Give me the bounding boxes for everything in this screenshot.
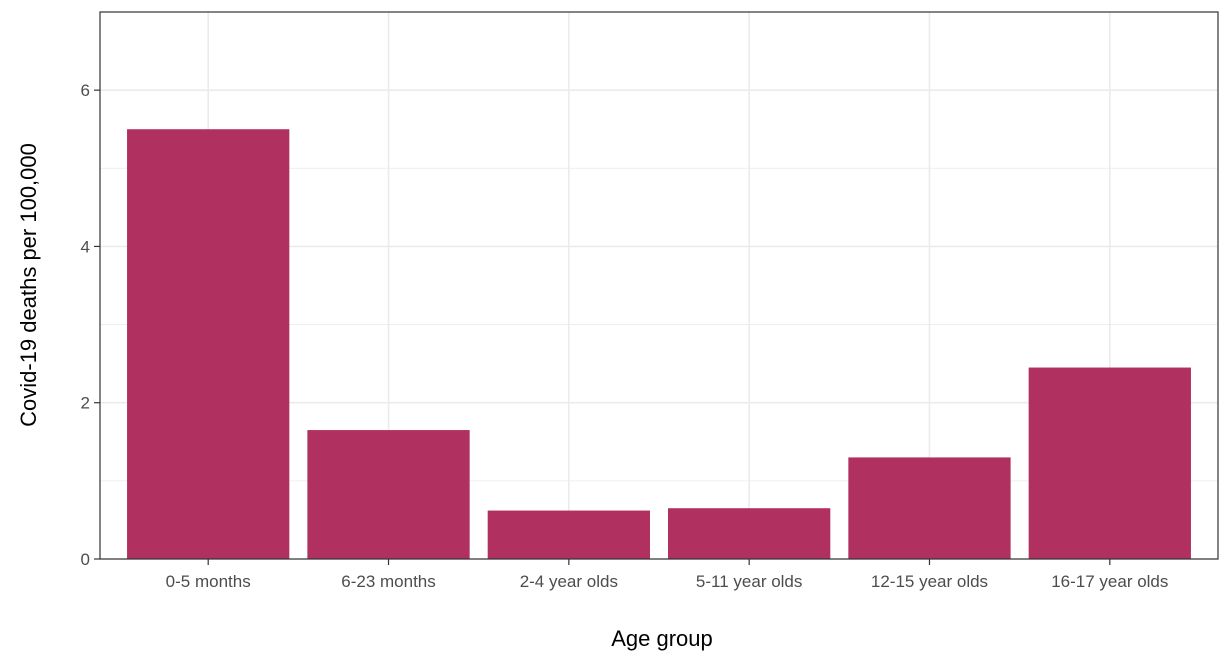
y-tick-label: 4: [81, 237, 90, 256]
bars: [127, 129, 1191, 559]
panel-border: [99, 11, 1219, 560]
x-tick-label: 0-5 months: [166, 572, 251, 591]
y-axis-tick-labels: 0 2 4 6: [81, 81, 90, 569]
x-tick-label: 16-17 year olds: [1051, 572, 1168, 591]
bar: [1028, 367, 1191, 559]
bar: [487, 510, 650, 559]
axis-ticks: [94, 89, 1111, 565]
x-tick-label: 12-15 year olds: [871, 572, 988, 591]
bar: [848, 457, 1011, 559]
x-tick-label: 2-4 year olds: [520, 572, 618, 591]
y-tick-label: 0: [81, 550, 90, 569]
y-axis-title: Covid-19 deaths per 100,000: [16, 143, 41, 427]
bar: [127, 129, 290, 559]
y-tick-label: 2: [81, 394, 90, 413]
x-tick-label: 5-11 year olds: [696, 572, 802, 591]
bar: [668, 508, 831, 559]
y-tick-label: 6: [81, 81, 90, 100]
x-axis-title: Age group: [611, 626, 713, 651]
x-axis-tick-labels: 0-5 months 6-23 months 2-4 year olds 5-11 y…: [166, 572, 1169, 591]
bar: [307, 430, 470, 559]
x-tick-label: 6-23 months: [341, 572, 436, 591]
